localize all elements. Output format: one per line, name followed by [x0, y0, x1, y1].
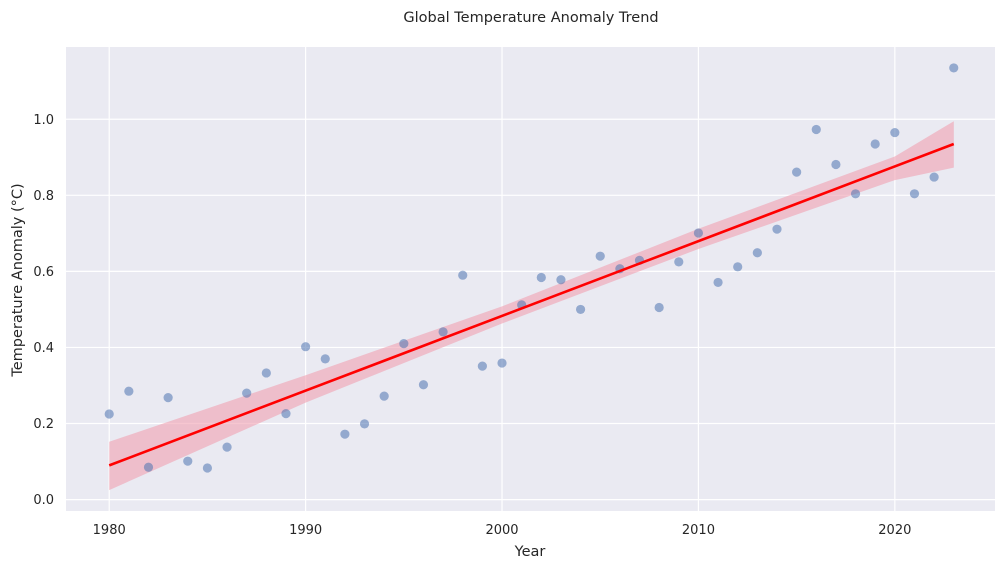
data-point	[556, 275, 566, 285]
data-point	[379, 391, 389, 401]
x-axis-ticks: 1980 1990 2000 2010 2020	[93, 523, 912, 538]
data-point	[772, 224, 782, 234]
y-tick-label: 0.2	[33, 417, 54, 432]
data-point	[654, 302, 664, 313]
trend-line	[108, 142, 955, 467]
y-tick-label: 0.4	[33, 341, 54, 356]
data-point	[870, 139, 880, 149]
data-point	[301, 342, 311, 352]
data-point	[850, 189, 861, 199]
data-points	[104, 63, 959, 473]
data-point	[202, 463, 213, 473]
data-point	[949, 63, 959, 73]
y-axis-label: Temperature Anomaly (°C)	[10, 183, 26, 377]
data-point	[890, 127, 900, 138]
x-tick-label: 1980	[93, 523, 126, 538]
data-point	[792, 167, 802, 177]
y-tick-label: 0.0	[33, 493, 54, 508]
x-axis-label: Year	[514, 544, 546, 560]
data-point	[831, 159, 841, 170]
data-point	[752, 248, 762, 258]
data-point	[713, 277, 723, 288]
data-point	[811, 124, 821, 135]
data-point	[124, 386, 134, 396]
data-point	[418, 380, 429, 390]
data-point	[183, 456, 193, 466]
data-point	[104, 409, 114, 419]
data-point	[340, 429, 350, 439]
data-point	[458, 270, 468, 280]
chart-title: Global Temperature Anomaly Trend	[403, 10, 658, 26]
trend-line-group	[108, 142, 955, 467]
y-tick-label: 0.6	[33, 265, 54, 280]
data-point	[143, 462, 154, 472]
x-tick-label: 2000	[485, 523, 518, 538]
data-point	[438, 327, 448, 337]
data-point	[575, 304, 586, 315]
data-point	[222, 442, 232, 452]
data-point	[693, 228, 704, 238]
data-point	[909, 189, 920, 199]
data-point	[929, 172, 939, 182]
y-tick-label: 1.0	[33, 113, 54, 128]
data-point	[261, 368, 271, 378]
x-tick-label: 2010	[682, 523, 715, 538]
y-tick-label: 0.8	[33, 189, 54, 204]
data-point	[477, 361, 487, 371]
data-point	[399, 339, 409, 349]
data-point	[281, 409, 291, 419]
data-point	[674, 257, 684, 267]
data-point	[497, 358, 507, 368]
data-point	[163, 393, 173, 403]
data-point	[242, 388, 252, 398]
x-tick-label: 2020	[878, 523, 911, 538]
y-axis-ticks: 0.0 0.2 0.4 0.6 0.8 1.0	[33, 113, 54, 508]
data-point	[733, 262, 743, 272]
data-point	[320, 354, 330, 364]
data-point	[359, 419, 370, 429]
x-tick-label: 1990	[289, 523, 322, 538]
data-point	[536, 272, 546, 283]
data-point	[595, 251, 605, 261]
